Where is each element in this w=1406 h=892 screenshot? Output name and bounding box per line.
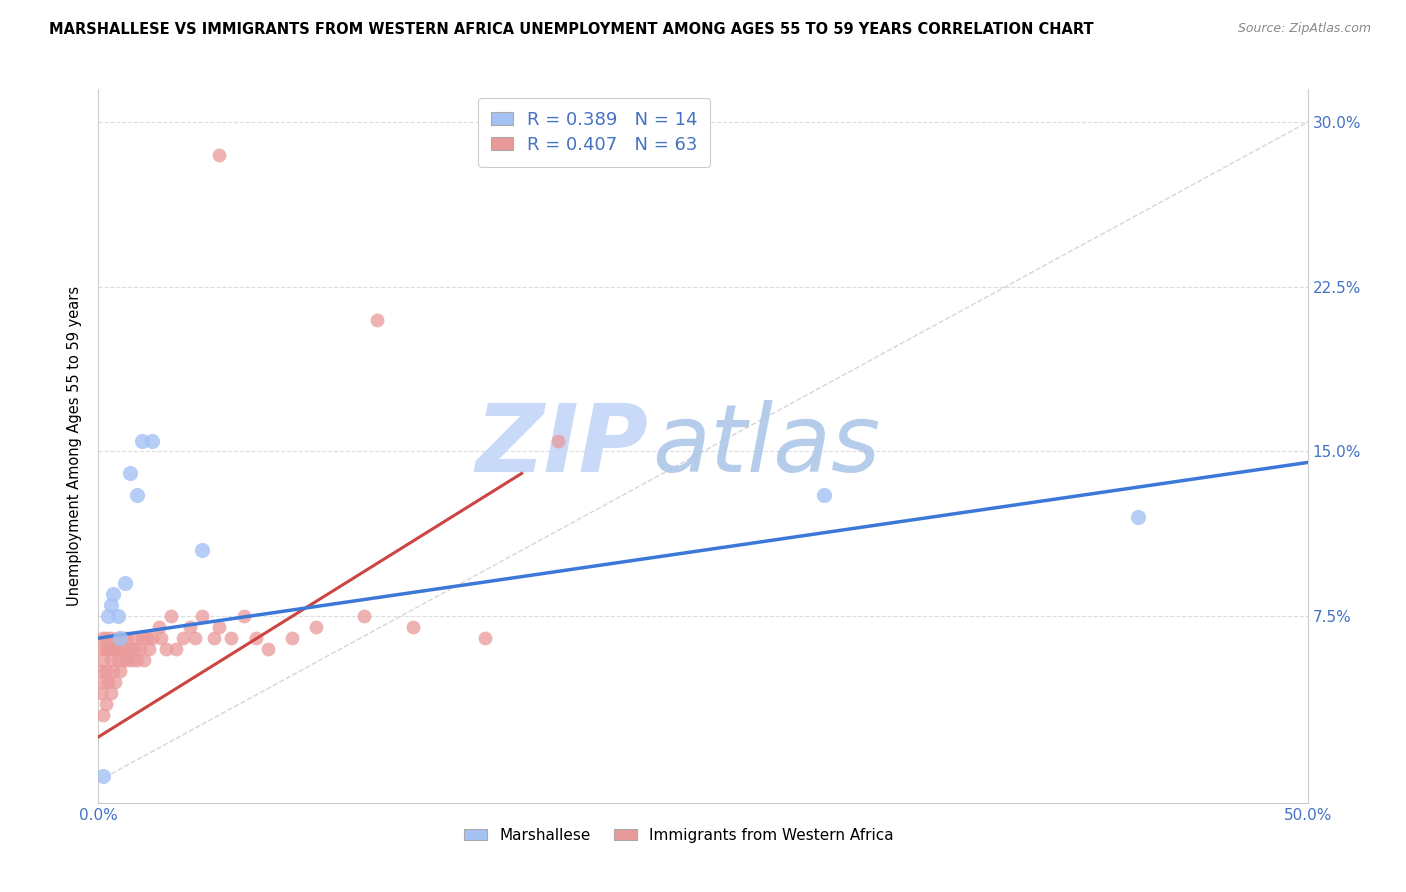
Point <box>118 467 141 481</box>
Point <box>114 576 136 591</box>
Point <box>91 653 114 667</box>
Point <box>150 631 173 645</box>
Point <box>128 642 150 657</box>
Point <box>94 697 117 711</box>
Point <box>91 769 114 783</box>
Point <box>172 631 194 645</box>
Point <box>114 642 136 657</box>
Point <box>135 631 157 645</box>
Point <box>91 675 114 690</box>
Point <box>221 631 243 645</box>
Point <box>124 642 146 657</box>
Point <box>100 686 122 700</box>
Point <box>165 642 187 657</box>
Point <box>127 653 149 667</box>
Point <box>141 434 163 448</box>
Point <box>94 642 117 657</box>
Point <box>127 488 149 502</box>
Point <box>90 664 112 678</box>
Point <box>134 653 156 667</box>
Point <box>138 642 160 657</box>
Point <box>97 642 120 657</box>
Point <box>101 587 124 601</box>
Point <box>184 631 207 645</box>
Point <box>108 642 131 657</box>
Point <box>813 488 835 502</box>
Legend: Marshallese, Immigrants from Western Africa: Marshallese, Immigrants from Western Afr… <box>458 822 900 848</box>
Point <box>91 631 114 645</box>
Y-axis label: Unemployment Among Ages 55 to 59 years: Unemployment Among Ages 55 to 59 years <box>66 286 82 606</box>
Point <box>155 642 177 657</box>
Point <box>191 609 214 624</box>
Point <box>94 631 117 645</box>
Point <box>111 631 134 645</box>
Point <box>107 653 129 667</box>
Point <box>256 642 278 657</box>
Point <box>353 609 375 624</box>
Point <box>148 620 170 634</box>
Point <box>100 653 122 667</box>
Point <box>141 631 163 645</box>
Text: atlas: atlas <box>652 401 880 491</box>
Point <box>547 434 569 448</box>
Point <box>107 609 129 624</box>
Point <box>1128 510 1150 524</box>
Point <box>208 620 231 634</box>
Point <box>108 664 131 678</box>
Point <box>204 631 226 645</box>
Point <box>97 675 120 690</box>
Point <box>101 664 124 678</box>
Point <box>160 609 183 624</box>
Point <box>191 543 214 558</box>
Point <box>131 434 153 448</box>
Point <box>101 642 124 657</box>
Point <box>90 642 112 657</box>
Point <box>97 609 120 624</box>
Point <box>117 631 139 645</box>
Point <box>232 609 254 624</box>
Point <box>104 642 127 657</box>
Text: Source: ZipAtlas.com: Source: ZipAtlas.com <box>1237 22 1371 36</box>
Point <box>121 653 143 667</box>
Point <box>366 312 388 326</box>
Point <box>111 653 134 667</box>
Point <box>245 631 267 645</box>
Point <box>90 686 112 700</box>
Point <box>305 620 328 634</box>
Point <box>104 675 127 690</box>
Point <box>124 631 146 645</box>
Point <box>118 642 141 657</box>
Point <box>402 620 425 634</box>
Point <box>281 631 304 645</box>
Point <box>100 598 122 612</box>
Point <box>108 631 131 645</box>
Point <box>91 708 114 723</box>
Point <box>208 148 231 162</box>
Text: ZIP: ZIP <box>475 400 648 492</box>
Point <box>474 631 496 645</box>
Text: MARSHALLESE VS IMMIGRANTS FROM WESTERN AFRICA UNEMPLOYMENT AMONG AGES 55 TO 59 Y: MARSHALLESE VS IMMIGRANTS FROM WESTERN A… <box>49 22 1094 37</box>
Point <box>94 664 117 678</box>
Point <box>117 653 139 667</box>
Point <box>107 631 129 645</box>
Point <box>100 631 122 645</box>
Point <box>131 631 153 645</box>
Point <box>179 620 201 634</box>
